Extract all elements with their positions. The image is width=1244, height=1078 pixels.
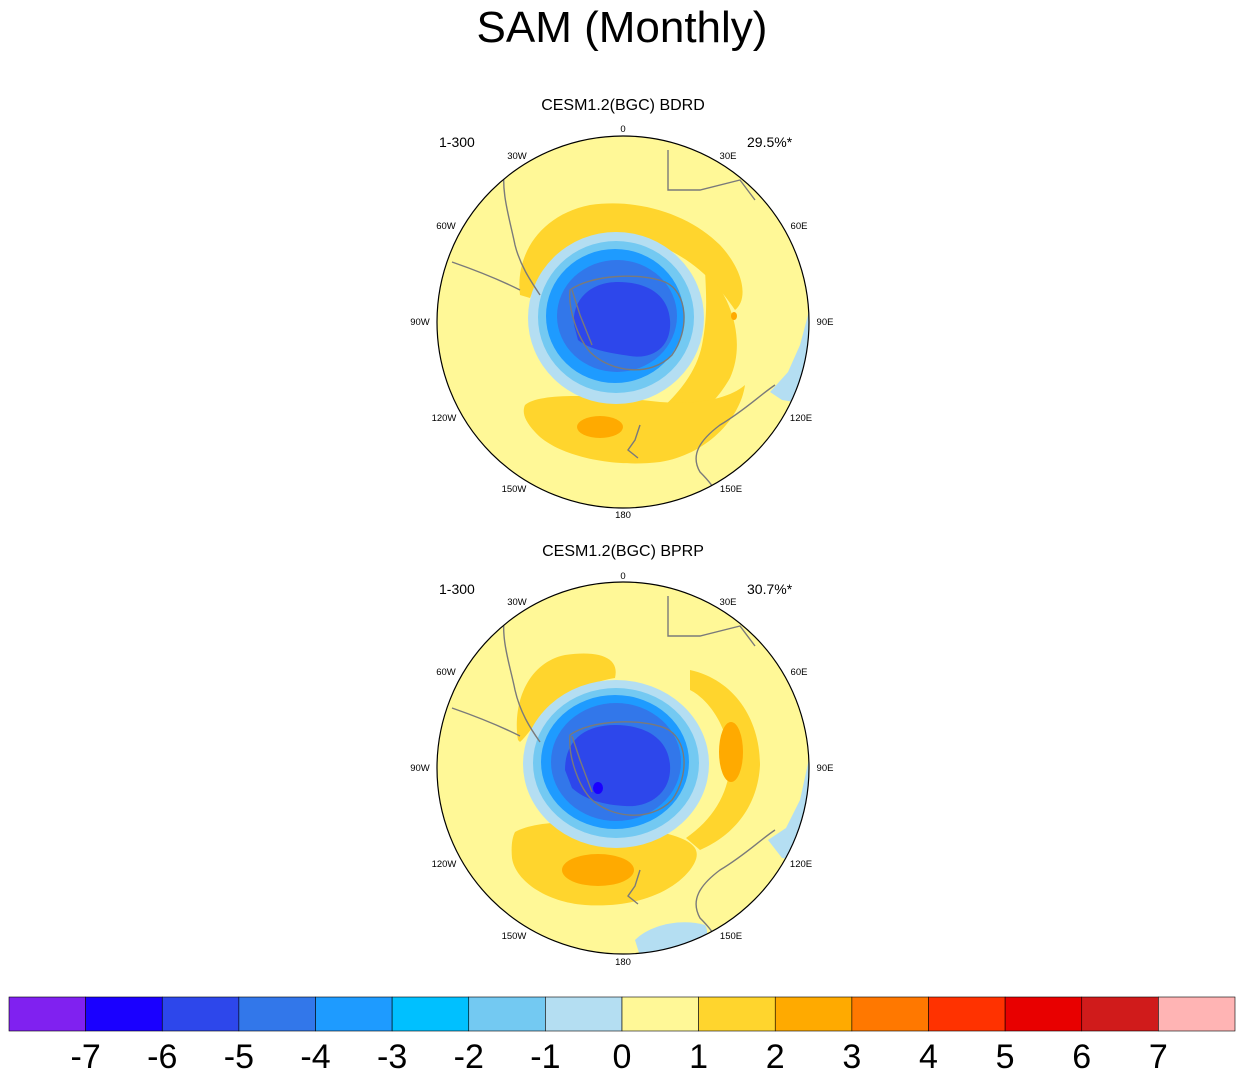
panel-2-coastlines [451,596,776,947]
panel-2-lon-90w: 90W [410,763,430,774]
panel-2-lon-30e: 30E [720,597,737,608]
panel-2-lon-150e: 150E [720,931,742,942]
negative-min-antarctica [593,782,603,794]
panel-1-coastlines [451,150,776,501]
panel-1-lon-0: 0 [620,124,625,135]
positive-max-pacific [562,854,634,886]
colorbar-box-11 [851,996,929,1032]
panel-2-lon-30w: 30W [507,597,527,608]
panel-2-lon-60e: 60E [791,667,808,678]
positive-max-pacific [577,416,623,438]
colorbar-label-9: 2 [766,1038,785,1076]
panel-2: CESM1.2(BGC) BPRP 1-300 30.7%* [410,543,833,968]
colorbar-label-13: 6 [1072,1038,1091,1076]
colorbar-box-0 [8,996,86,1032]
panel-2-lon-120e: 120E [790,859,812,870]
colorbar-label-5: -2 [454,1038,484,1076]
colorbar-label-2: -5 [224,1038,254,1076]
panel-2-lon-60w: 60W [436,667,456,678]
panel-1-lon-180: 180 [615,510,631,521]
panel-2-lon-180: 180 [615,957,631,968]
colorbar-box-10 [774,996,853,1032]
panel-1-lon-60e: 60E [791,221,808,232]
colorbar-label-14: 7 [1149,1038,1168,1076]
colorbar-label-0: -7 [71,1038,101,1076]
colorbar-box-14 [1081,996,1159,1032]
panel-1-map [437,136,809,508]
panel-2-lon-0: 0 [620,571,625,582]
colorbar-label-10: 3 [842,1038,861,1076]
colorbar-box-13 [1004,996,1083,1032]
panel-2-lon-120w: 120W [432,859,457,870]
panel-1-lon-120w: 120W [432,413,457,424]
colorbar-label-6: -1 [530,1038,560,1076]
panel-1-lon-90e: 90E [817,317,834,328]
colorbar: -7 -6 -5 -4 -3 -2 -1 0 1 2 3 4 5 6 7 [8,996,1236,1076]
colorbar-label-12: 5 [996,1038,1015,1076]
colorbar-box-1 [85,996,163,1032]
colorbar-box-7 [545,996,623,1032]
panel-2-lon-150w: 150W [502,931,527,942]
panel-1-lon-150w: 150W [502,484,527,495]
panel-2-period: 1-300 [439,581,475,597]
panel-1-lon-90w: 90W [410,317,430,328]
panel-2-variance: 30.7%* [747,581,793,597]
panel-1-variance: 29.5%* [747,134,793,150]
positive-lobe-indian [630,270,737,440]
panel-1-title: CESM1.2(BGC) BDRD [541,97,705,114]
colorbar-box-5 [391,996,470,1032]
colorbar-label-4: -3 [377,1038,407,1076]
positive-lobe-atlantic [516,653,616,742]
panel-2-title: CESM1.2(BGC) BPRP [542,543,704,560]
colorbar-label-8: 1 [689,1038,708,1076]
positive-lobe-pacific [523,385,745,464]
panel-1-lon-150e: 150E [720,484,742,495]
positive-lobe-atlantic [519,203,743,310]
colorbar-box-4 [315,996,393,1032]
colorbar-label-1: -6 [147,1038,177,1076]
figure-title: SAM (Monthly) [477,3,768,52]
positive-max-indian [719,722,743,782]
panel-2-map [437,582,809,954]
colorbar-label-11: 4 [919,1038,938,1076]
panel-1-period: 1-300 [439,134,475,150]
colorbar-box-2 [161,996,240,1032]
colorbar-box-9 [698,996,776,1032]
positive-lobe-indian [686,670,760,850]
panel-1-lon-30e: 30E [720,151,737,162]
negative-core-antarctica [565,725,671,807]
colorbar-box-12 [928,996,1006,1032]
colorbar-box-3 [238,996,316,1032]
colorbar-box-15 [1158,996,1236,1032]
panel-1-lon-120e: 120E [790,413,812,424]
panel-1: CESM1.2(BGC) BDRD 1-300 29.5%* [410,97,833,521]
colorbar-box-6 [468,996,546,1032]
panel-2-lon-90e: 90E [817,763,834,774]
colorbar-label-3: -4 [300,1038,330,1076]
colorbar-box-8 [621,996,699,1032]
panel-1-lon-30w: 30W [507,151,527,162]
colorbar-label-7: 0 [613,1038,632,1076]
negative-core-antarctica [573,282,671,357]
panel-1-lon-60w: 60W [436,221,456,232]
